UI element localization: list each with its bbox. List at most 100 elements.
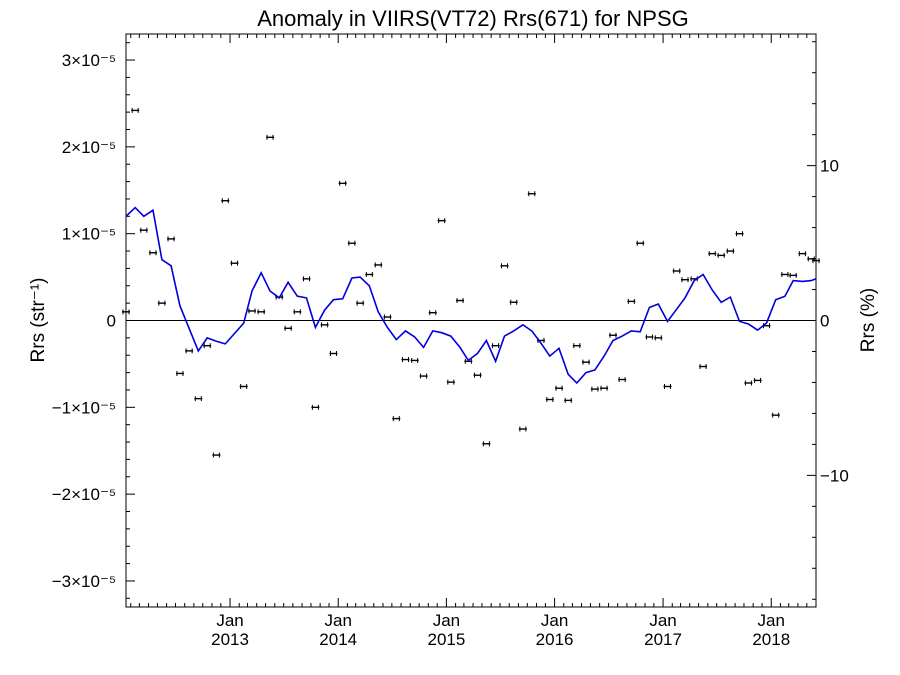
y-tick-label: 3×10⁻⁵: [62, 51, 116, 70]
data-point: [446, 379, 455, 385]
data-point: [699, 364, 708, 370]
data-point: [590, 386, 599, 392]
data-point: [798, 251, 807, 257]
y-tick-label: 1×10⁻⁵: [62, 225, 116, 244]
data-point: [636, 240, 645, 246]
data-point: [401, 357, 410, 363]
data-point: [618, 377, 627, 383]
data-point: [708, 251, 717, 257]
data-point: [392, 416, 401, 422]
data-point: [257, 309, 266, 315]
x-tick-month-label: Jan: [758, 611, 785, 630]
y2-axis-label: Rrs (%): [858, 288, 879, 352]
data-point: [356, 300, 365, 306]
data-point: [717, 252, 726, 258]
data-point: [555, 385, 564, 391]
data-point: [771, 412, 780, 418]
data-point: [518, 426, 527, 432]
data-point: [131, 107, 140, 113]
data-point: [680, 277, 689, 283]
data-point: [139, 227, 148, 233]
x-tick-year-label: 2014: [319, 630, 357, 649]
y2-tick-label: 0: [820, 312, 829, 331]
data-point: [203, 343, 212, 349]
x-tick-year-label: 2016: [536, 630, 574, 649]
data-point: [167, 236, 176, 242]
data-point: [735, 231, 744, 237]
data-point: [582, 359, 590, 365]
data-point: [230, 260, 239, 266]
chart-title: Anomaly in VIIRS(VT72) Rrs(671) for NPSG: [257, 6, 689, 31]
data-point: [365, 271, 374, 277]
data-point: [600, 385, 609, 391]
data-point: [175, 370, 184, 376]
data-point: [284, 325, 293, 331]
data-point: [672, 268, 681, 274]
data-point: [456, 298, 465, 304]
data-point: [753, 377, 762, 383]
data-point: [726, 248, 735, 254]
data-point: [247, 308, 256, 314]
data-point: [473, 372, 482, 378]
data-point: [311, 404, 320, 410]
x-tick-month-label: Jan: [649, 611, 676, 630]
data-point: [789, 272, 798, 278]
data-point: [383, 314, 392, 320]
data-point: [509, 299, 518, 305]
data-point: [608, 332, 617, 338]
data-point: [194, 396, 203, 402]
y-tick-label: −3×10⁻⁵: [52, 572, 116, 591]
data-point: [221, 198, 230, 204]
data-point: [780, 271, 789, 277]
y-tick-label: 2×10⁻⁵: [62, 138, 116, 157]
data-point: [338, 180, 347, 186]
x-tick-year-label: 2013: [211, 630, 249, 649]
data-point: [293, 309, 302, 315]
data-point: [428, 310, 437, 316]
data-point: [437, 218, 446, 224]
data-point: [410, 357, 419, 363]
y-tick-label: −2×10⁻⁵: [52, 485, 116, 504]
mean-anomaly-line: [125, 206, 817, 385]
data-point: [545, 397, 554, 403]
data-point: [572, 343, 581, 349]
data-point: [374, 262, 383, 268]
data-point: [500, 263, 509, 269]
y2-tick-label: −10: [820, 466, 849, 485]
y-axis-label: Rrs (str⁻¹): [28, 278, 49, 363]
data-point: [302, 276, 311, 282]
y-tick-label: −1×10⁻⁵: [52, 398, 116, 417]
data-point: [663, 383, 672, 389]
x-tick-month-label: Jan: [325, 611, 352, 630]
y2-tick-label: 10: [820, 157, 839, 176]
data-point: [157, 300, 166, 306]
axes: 3×10⁻⁵ 2×10⁻⁵ 1×10⁻⁵ 0 −1×10⁻⁵ −2×10⁻⁵ −3×10⁻⁵…: [52, 33, 849, 649]
x-tick-month-label: Jan: [216, 611, 243, 630]
x-tick-month-label: Jan: [541, 611, 568, 630]
data-point: [320, 322, 329, 328]
data-point: [482, 441, 491, 447]
data-point: [744, 380, 753, 386]
plot-area: [122, 107, 820, 458]
data-point: [122, 309, 130, 315]
data-point: [266, 134, 275, 140]
data-point: [645, 334, 654, 340]
y-tick-label: 0: [107, 312, 116, 331]
data-point: [239, 383, 248, 389]
data-point: [329, 350, 338, 356]
data-point: [212, 452, 221, 458]
x-tick-year-label: 2018: [752, 630, 790, 649]
x-tick-year-label: 2017: [644, 630, 682, 649]
data-point: [148, 250, 157, 256]
data-point: [564, 397, 573, 403]
data-point: [347, 240, 356, 246]
data-point: [491, 343, 500, 349]
data-point: [185, 348, 194, 354]
data-point: [527, 191, 536, 197]
x-tick-year-label: 2015: [427, 630, 465, 649]
x-tick-month-label: Jan: [433, 611, 460, 630]
data-point: [419, 373, 428, 379]
data-point: [627, 298, 636, 304]
data-point: [654, 335, 663, 341]
